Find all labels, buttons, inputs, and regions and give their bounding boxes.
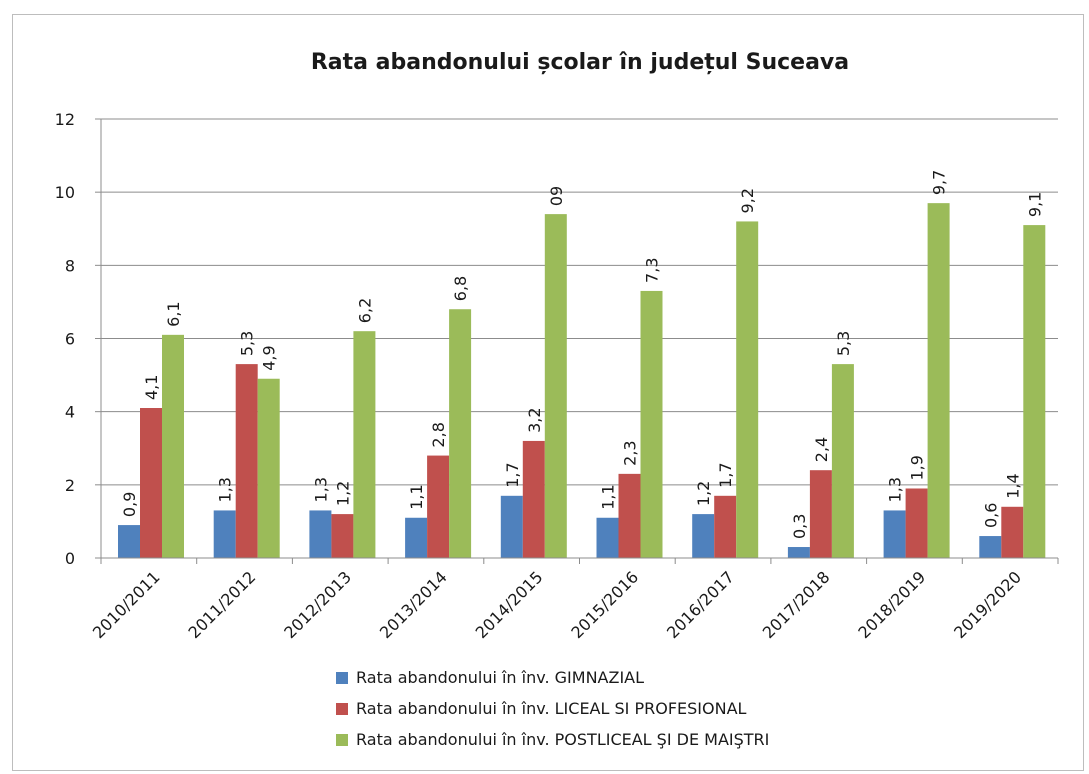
bar-2-2015/2016 [640,290,663,558]
bar-0-2015/2016 [596,517,619,558]
data-label: 6,2 [355,298,374,323]
legend-label-liceal: Rata abandonului în înv. LICEAL SI PROFE… [356,699,747,718]
data-label: 2,8 [429,422,448,447]
legend-item-liceal: Rata abandonului în înv. LICEAL SI PROFE… [336,693,769,724]
data-label: 1,4 [1003,473,1022,498]
legend-swatch-postliceal [336,733,348,746]
x-tick-label: 2010/2011 [89,567,164,642]
data-label: 5,3 [238,331,257,356]
data-label: 1,9 [908,455,927,480]
legend-label-postliceal: Rata abandonului în înv. POSTLICEAL ŞI D… [356,730,770,749]
legend-label-gimnazial: Rata abandonului în înv. GIMNAZIAL [356,668,645,687]
bar-2-2012/2013 [353,331,376,558]
legend-item-gimnazial: Rata abandonului în înv. GIMNAZIAL [336,662,769,693]
data-label: 1,7 [716,462,735,487]
data-label: 09 [547,186,566,206]
bar-1-2010/2011 [140,408,162,558]
data-label: 1,3 [216,477,235,502]
data-label: 1,1 [407,484,426,509]
x-tick-label: 2019/2020 [950,567,1025,642]
data-label: 1,3 [886,477,905,502]
y-tick-label: 4 [65,403,75,422]
data-label: 9,1 [1025,192,1044,217]
data-label: 6,8 [451,276,470,301]
bar-0-2014/2015 [500,495,523,558]
data-label: 9,7 [930,170,949,195]
legend-swatch-gimnazial [336,671,348,684]
bar-2-2019/2020 [1023,225,1046,558]
x-tick-label: 2012/2013 [280,567,355,642]
y-tick-label: 10 [55,183,75,202]
bar-0-2012/2013 [309,510,332,558]
bar-2-2014/2015 [544,214,567,558]
y-tick-label: 12 [55,110,75,129]
data-label: 1,3 [311,477,330,502]
bar-1-2011/2012 [235,364,258,558]
bar-1-2014/2015 [522,440,545,558]
x-tick-label: 2013/2014 [376,567,451,642]
x-tick-label: 2018/2019 [854,567,929,642]
legend: Rata abandonului în înv. GIMNAZIAL Rata … [336,662,769,755]
bar-0-2018/2019 [883,510,906,558]
bar-0-2013/2014 [405,517,428,558]
bar-2-2010/2011 [162,334,184,558]
bar-2-2013/2014 [449,309,472,558]
bar-0-2010/2011 [118,525,140,558]
data-label: 3,2 [525,407,544,432]
data-label: 1,2 [694,481,713,506]
data-label: 4,1 [142,375,161,400]
data-label: 4,9 [260,345,279,370]
bar-1-2013/2014 [427,455,450,558]
data-label: 0,9 [120,492,139,517]
bar-1-2017/2018 [809,470,832,558]
x-tick-label: 2017/2018 [759,567,834,642]
bar-2-2017/2018 [831,364,854,558]
x-tick-label: 2016/2017 [663,567,738,642]
x-tick-label: 2011/2012 [185,567,260,642]
y-tick-label: 0 [65,549,75,568]
data-label: 2,3 [621,440,640,465]
x-tick-label: 2014/2015 [472,567,547,642]
bar-1-2015/2016 [618,473,641,558]
bar-0-2017/2018 [787,547,810,558]
bar-0-2016/2017 [692,514,715,558]
y-tick-label: 6 [65,330,75,349]
data-label: 5,3 [834,331,853,356]
bar-0-2011/2012 [213,510,236,558]
bar-1-2016/2017 [714,495,737,558]
data-label: 9,2 [738,188,757,213]
chart-title: Rata abandonului școlar în județul Sucea… [311,50,849,75]
y-tick-label: 2 [65,476,75,495]
data-label: 2,4 [812,437,831,462]
bar-1-2019/2020 [1001,506,1024,558]
bar-0-2019/2020 [979,536,1002,558]
data-label: 0,3 [790,514,809,539]
data-label: 0,6 [981,503,1000,528]
legend-item-postliceal: Rata abandonului în înv. POSTLICEAL ŞI D… [336,724,769,755]
y-tick-label: 8 [65,256,75,275]
data-label: 1,1 [599,484,618,509]
data-label: 1,7 [503,462,522,487]
legend-swatch-liceal [336,702,348,715]
data-label: 6,1 [164,301,183,326]
data-label: 7,3 [643,257,662,282]
bar-1-2018/2019 [905,488,928,558]
bar-2-2018/2019 [927,203,950,558]
data-label: 1,2 [333,481,352,506]
bar-1-2012/2013 [331,514,354,558]
bar-2-2016/2017 [736,221,759,558]
bar-2-2011/2012 [257,378,280,558]
x-tick-label: 2015/2016 [567,567,642,642]
